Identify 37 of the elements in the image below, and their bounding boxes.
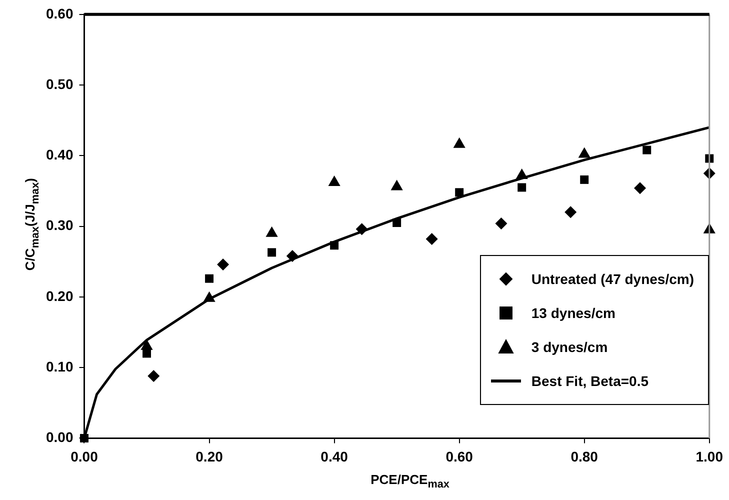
- point: [142, 349, 152, 358]
- point: [205, 274, 214, 283]
- point: [495, 217, 508, 230]
- legend-label: 13 dynes/cm: [531, 305, 616, 321]
- point: [217, 258, 230, 270]
- point: [148, 370, 160, 382]
- y-tick-label: 0.50: [46, 76, 74, 92]
- point: [455, 188, 464, 197]
- point: [356, 223, 368, 236]
- point: [286, 250, 298, 262]
- x-tick-label: 0.00: [70, 448, 98, 464]
- x-tick-label: 0.80: [570, 448, 598, 464]
- legend-label: Untreated (47 dynes/cm): [531, 271, 694, 287]
- x-tick-label: 0.20: [196, 448, 224, 464]
- y-tick-label: 0.30: [46, 217, 74, 234]
- point: [580, 175, 589, 184]
- point: [564, 206, 577, 218]
- point: [634, 182, 646, 194]
- y-tick-label: 0.40: [46, 146, 74, 163]
- point: [328, 176, 340, 186]
- point: [518, 183, 526, 192]
- point: [392, 218, 402, 228]
- y-tick-label: 0.60: [46, 5, 74, 22]
- x-tick-label: 1.00: [696, 448, 724, 464]
- point: [80, 434, 88, 442]
- legend-label: 3 dynes/cm: [531, 339, 608, 355]
- x-axis-title: PCE/PCE$_{max}$: [370, 472, 450, 491]
- point: [268, 248, 276, 257]
- point: [426, 233, 438, 246]
- y-tick-label: 0.00: [46, 429, 74, 446]
- x-tick-label: 0.40: [320, 448, 348, 464]
- y-tick-label: 0.10: [46, 358, 74, 374]
- x-tick-label: 0.60: [446, 448, 474, 464]
- legend-label: Best Fit, Beta=0.5: [531, 373, 648, 389]
- y-tick-label: 0.20: [46, 288, 74, 304]
- point: [642, 146, 652, 154]
- point: [330, 241, 339, 250]
